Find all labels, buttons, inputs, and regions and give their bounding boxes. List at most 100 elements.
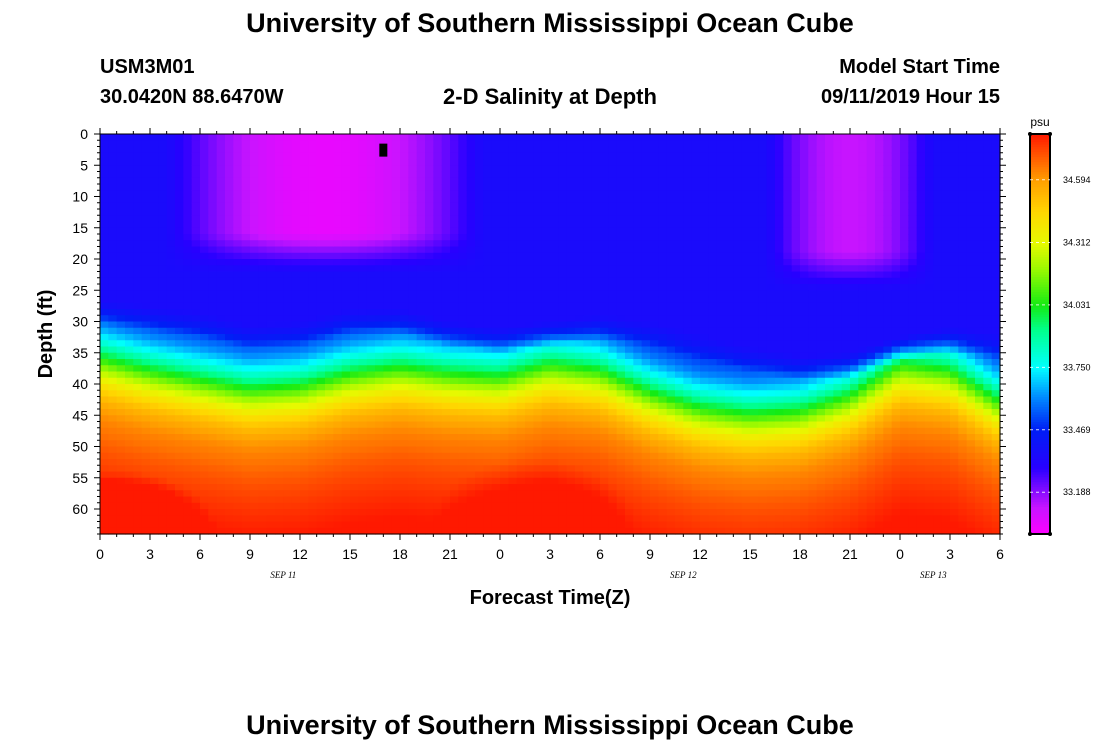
heatmap-cell: [508, 196, 518, 204]
heatmap-cell: [425, 290, 434, 298]
heatmap-cell: [533, 140, 543, 148]
heatmap-cell: [575, 452, 584, 460]
heatmap-cell: [533, 202, 543, 210]
heatmap-cell: [225, 152, 234, 160]
heatmap-cell: [608, 209, 618, 216]
heatmap-cell: [275, 271, 284, 279]
heatmap-cell: [700, 496, 709, 504]
heatmap-cell: [666, 340, 676, 348]
heatmap-cell: [225, 502, 234, 510]
heatmap-cell: [425, 259, 434, 266]
heatmap-cell: [333, 234, 343, 241]
heatmap-cell: [333, 421, 343, 429]
heatmap-cell: [716, 340, 726, 348]
heatmap-cell: [133, 484, 143, 491]
heatmap-cell: [133, 321, 143, 329]
heatmap-cell: [541, 427, 551, 435]
heatmap-cell: [166, 521, 176, 529]
heatmap-cell: [100, 265, 109, 273]
heatmap-cell: [375, 496, 384, 504]
heatmap-cell: [375, 415, 384, 423]
heatmap-cell: [366, 484, 376, 491]
heatmap-cell: [133, 196, 143, 204]
heatmap-cell: [150, 334, 159, 341]
heatmap-cell: [425, 484, 434, 491]
heatmap-cell: [625, 209, 634, 216]
heatmap-cell: [416, 384, 426, 391]
heatmap-cell: [625, 352, 634, 360]
heatmap-cell: [233, 246, 243, 254]
heatmap-cell: [425, 209, 434, 216]
heatmap-cell: [691, 190, 701, 198]
heatmap-cell: [725, 365, 734, 373]
heatmap-cell: [133, 146, 143, 154]
heatmap-cell: [250, 321, 259, 329]
heatmap-cell: [275, 215, 284, 223]
heatmap-cell: [283, 459, 293, 466]
heatmap-cell: [641, 409, 651, 416]
heatmap-cell: [216, 190, 226, 198]
heatmap-cell: [325, 215, 334, 223]
heatmap-cell: [466, 259, 476, 266]
heatmap-cell: [741, 459, 751, 466]
heatmap-cell: [450, 390, 459, 398]
heatmap-cell: [533, 277, 543, 285]
heatmap-cell: [233, 409, 243, 416]
heatmap-cell: [458, 152, 468, 160]
heatmap-cell: [475, 202, 484, 210]
heatmap-cell: [458, 171, 468, 179]
heatmap-cell: [191, 490, 201, 498]
heatmap-cell: [391, 409, 401, 416]
heatmap-cell: [241, 321, 251, 329]
heatmap-cell: [733, 509, 743, 516]
heatmap-cell: [266, 521, 276, 529]
heatmap-cell: [725, 496, 734, 504]
heatmap-cell: [633, 384, 643, 391]
heatmap-cell: [608, 171, 618, 179]
heatmap-cell: [666, 434, 676, 441]
heatmap-cell: [108, 471, 118, 479]
heatmap-cell: [308, 190, 318, 198]
heatmap-cell: [150, 134, 159, 141]
heatmap-cell: [741, 302, 751, 310]
heatmap-cell: [166, 390, 176, 398]
heatmap-cell: [625, 409, 634, 416]
heatmap-cell: [716, 440, 726, 448]
heatmap-cell: [600, 352, 609, 360]
heatmap-cell: [516, 134, 526, 141]
heatmap-cell: [708, 334, 718, 341]
heatmap-cell: [216, 452, 226, 460]
heatmap-cell: [466, 365, 476, 373]
heatmap-cell: [600, 196, 609, 204]
heatmap-cell: [233, 471, 243, 479]
heatmap-cell: [325, 327, 334, 335]
heatmap-cell: [625, 396, 634, 404]
heatmap-cell: [491, 521, 501, 529]
heatmap-cell: [600, 396, 609, 404]
heatmap-cell: [100, 277, 109, 285]
heatmap-cell: [191, 509, 201, 516]
heatmap-cell: [516, 327, 526, 335]
heatmap-cell: [458, 484, 468, 491]
heatmap-cell: [408, 296, 418, 304]
heatmap-cell: [650, 284, 659, 291]
heatmap-cell: [583, 290, 593, 298]
heatmap-cell: [675, 171, 684, 179]
heatmap-cell: [175, 177, 184, 185]
heatmap-cell: [250, 134, 259, 141]
heatmap-cell: [650, 371, 659, 379]
heatmap-cell: [208, 209, 218, 216]
heatmap-cell: [525, 234, 534, 241]
heatmap-cell: [225, 240, 234, 248]
heatmap-cell: [375, 227, 384, 235]
heatmap-cell: [433, 315, 443, 323]
heatmap-cell: [275, 365, 284, 373]
heatmap-cell: [625, 327, 634, 335]
heatmap-cell: [516, 321, 526, 329]
heatmap-cell: [433, 459, 443, 466]
heatmap-cell: [275, 190, 284, 198]
heatmap-cell: [325, 165, 334, 173]
heatmap-cell: [216, 359, 226, 366]
heatmap-cell: [225, 446, 234, 454]
heatmap-cell: [183, 377, 193, 385]
